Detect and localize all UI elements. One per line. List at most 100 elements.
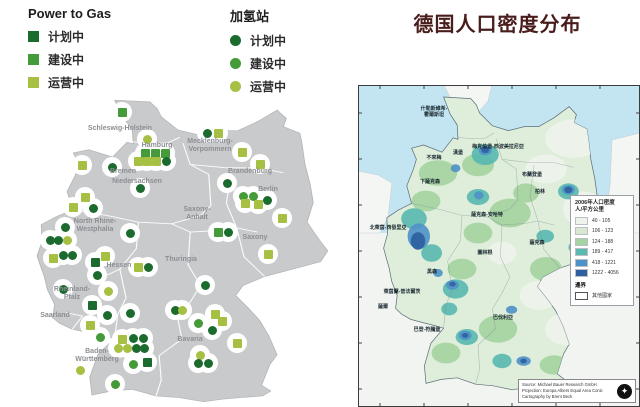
hydrogen-station-marker <box>125 228 135 238</box>
state-label: Saxony <box>242 233 268 241</box>
hydrogen-station-marker <box>161 156 171 166</box>
power-to-gas-marker <box>253 199 263 209</box>
hydrogen-station-marker <box>131 343 141 353</box>
hydrogen-station-marker <box>128 359 138 369</box>
source-line: Projection: Europa Albers Equal Area Con… <box>522 387 603 393</box>
hydrogen-station-marker <box>67 250 77 260</box>
hydrogen-station-marker <box>248 191 258 201</box>
hydrogen-station-marker <box>207 325 217 335</box>
power-to-gas-marker <box>217 316 227 326</box>
legend-item: 建设中 <box>230 55 286 72</box>
region-label: 薩爾 <box>377 304 389 310</box>
density-map-frame: 什勒斯維希- 霍爾斯坦 梅克倫堡-西波美拉尼亞 漢堡 不來梅 下薩克森 布蘭登堡 柏林 薩克森… <box>358 85 640 407</box>
state-label: Baden- Württemberg <box>75 347 119 363</box>
density-class-swatch <box>575 269 588 278</box>
hydrogen-station-marker <box>60 222 70 232</box>
hydrogen-station-marker <box>195 350 205 360</box>
region-label: 布蘭登堡 <box>521 172 543 178</box>
hydrogen-station-marker <box>223 227 233 237</box>
population-density-panel: 德国人口密度分布 <box>355 0 640 407</box>
square-swatch-icon <box>28 31 39 42</box>
hydrogen-station-marker <box>107 162 117 172</box>
region-label: 巴伐利亞 <box>492 315 514 321</box>
hydrogen-station-marker <box>113 343 123 353</box>
source-line: Cartography by Brent Beck <box>522 394 573 400</box>
legend-item: 运营中 <box>28 74 111 91</box>
legend-hydrogen-stations: 加氢站 计划中建设中运营中 <box>230 6 286 101</box>
density-class-row: 40 - 105 <box>575 216 629 225</box>
hydrogen-station-marker <box>62 235 72 245</box>
circle-swatch-icon <box>230 58 241 69</box>
hydrogen-station-marker <box>202 128 212 138</box>
hydrogen-station-marker <box>262 195 272 205</box>
state-label: Hamburg <box>141 141 173 149</box>
hydrogen-station-marker <box>138 333 148 343</box>
density-class-row: 124 - 188 <box>575 237 629 246</box>
hydrogen-station-marker <box>88 203 98 213</box>
legend-item: 计划中 <box>28 28 111 45</box>
boundary-section-label: 邊界 <box>575 283 587 290</box>
legend-power-to-gas: Power to Gas 计划中 建设中 运营中 <box>28 6 111 97</box>
power-to-gas-marker <box>240 198 250 208</box>
state-label: Rheinland- Pfalz <box>53 285 91 301</box>
hydrogen-station-marker <box>193 358 203 368</box>
hydrogen-station-marker <box>200 280 210 290</box>
power-to-gas-map-panel: Power to Gas 计划中 建设中 运营中 加氢站 计划中 建设中 运营中 Sch… <box>28 6 335 405</box>
power-to-gas-marker <box>151 156 161 166</box>
hydrogen-station-marker <box>193 318 203 328</box>
region-label: 什勒斯維希- 霍爾斯坦 <box>420 106 448 118</box>
power-to-gas-marker <box>142 156 152 166</box>
facility-markers-layer <box>35 92 335 405</box>
density-class-range: 1222 - 4056 <box>592 270 619 277</box>
legend-item: 计划中 <box>230 32 286 49</box>
region-label: 柏林 <box>534 189 546 195</box>
region-label: 圖林根 <box>477 250 493 256</box>
source-lines: Source: Michael Bauer Research GmbH Proje… <box>522 382 617 400</box>
state-label: Saarland <box>40 311 70 319</box>
power-to-gas-marker <box>117 334 127 344</box>
hydrogen-station-marker <box>103 286 113 296</box>
region-label: 漢堡 <box>452 150 464 156</box>
legend-item-label: 计划中 <box>48 30 85 44</box>
density-class-swatch <box>575 227 588 236</box>
hydrogen-station-marker <box>125 308 135 318</box>
state-label: Saxony- Anhalt <box>183 205 211 221</box>
germany-facilities-map: Schleswig-Holstein Hamburg Mecklenburg- Vo… <box>35 92 335 405</box>
density-class-range: 106 - 123 <box>592 228 614 235</box>
density-class-range: 189 - 417 <box>592 249 614 256</box>
region-label: 不來梅 <box>426 155 442 161</box>
power-to-gas-marker <box>133 156 143 166</box>
power-to-gas-marker <box>160 148 170 158</box>
other-countries-swatch <box>575 291 588 300</box>
legend-item-label: 计划中 <box>250 34 287 48</box>
hydrogen-station-marker <box>203 358 213 368</box>
state-label: Niedersachsen <box>112 177 162 185</box>
hydrogen-station-marker <box>143 262 153 272</box>
legend-hydrogen-stations-title: 加氢站 <box>230 9 270 24</box>
state-label: Hessen <box>106 261 132 269</box>
hydrogen-station-marker <box>177 305 187 315</box>
density-class-row: 106 - 123 <box>575 227 629 236</box>
density-class-row: 189 - 417 <box>575 248 629 257</box>
source-credit-box: Source: Michael Bauer Research GmbH Proje… <box>518 379 636 403</box>
region-label: 薩克森-安哈特 <box>471 212 503 218</box>
other-countries-label: 其他國家 <box>592 293 613 300</box>
density-class-swatch <box>575 216 588 225</box>
power-to-gas-marker <box>80 192 90 202</box>
power-to-gas-marker <box>213 128 223 138</box>
other-countries-row: 其他國家 <box>575 291 629 300</box>
hydrogen-station-marker <box>128 333 138 343</box>
density-class-range: 40 - 105 <box>592 217 611 224</box>
hydrogen-station-marker <box>135 183 145 193</box>
publisher-logo-icon: ✦ <box>617 383 632 399</box>
legend-power-to-gas-items: 计划中 建设中 运营中 <box>28 28 111 91</box>
power-to-gas-marker <box>48 253 58 263</box>
hydrogen-station-marker <box>95 332 105 342</box>
power-to-gas-marker <box>85 320 95 330</box>
hydrogen-station-marker <box>58 250 68 260</box>
legend-item-label: 运营中 <box>250 80 287 94</box>
density-class-swatch <box>575 248 588 257</box>
hydrogen-station-marker <box>58 284 68 294</box>
legend-power-to-gas-title: Power to Gas <box>28 6 112 21</box>
density-class-range: 124 - 188 <box>592 238 614 245</box>
